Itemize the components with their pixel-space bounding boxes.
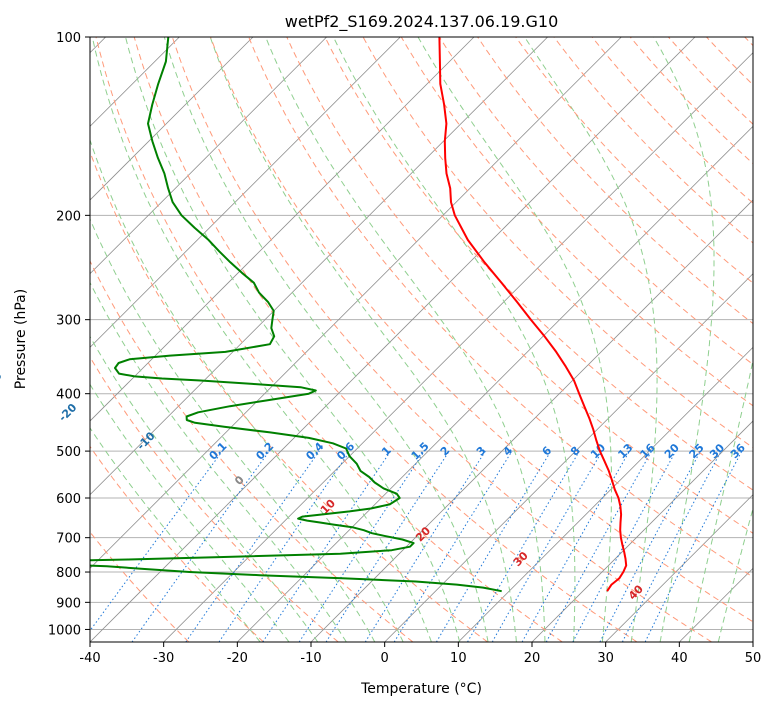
moist-adiabat-line <box>332 37 576 642</box>
moist-adiabat-line <box>717 506 753 642</box>
x-tick-label: -40 <box>79 651 100 666</box>
moist-adiabat-line <box>90 383 290 642</box>
y-tick-label: 100 <box>56 31 81 46</box>
isotherm-line <box>90 37 696 642</box>
moist-adiabat-line <box>653 37 715 642</box>
y-tick-label: 900 <box>56 596 81 611</box>
moist-adiabat-line <box>90 138 404 642</box>
y-tick-label: 800 <box>56 566 81 581</box>
y-tick-label: 300 <box>56 314 81 329</box>
mixing-ratio-line <box>644 450 743 642</box>
isotherm-line <box>90 37 327 275</box>
x-tick-label: -30 <box>153 651 174 666</box>
mixing-ratio-line <box>521 450 630 642</box>
mixing-ratio-line <box>185 450 320 642</box>
dry-adiabat-line <box>90 356 339 642</box>
moist-adiabat-line <box>265 37 546 642</box>
dry-adiabat-line <box>286 37 753 534</box>
mixing-ratio-line <box>545 450 653 642</box>
moist-adiabat-line <box>209 37 517 642</box>
mixing-ratio-line <box>218 450 351 642</box>
x-tick-label: -10 <box>300 651 321 666</box>
moist-adiabat-line <box>90 281 347 642</box>
y-tick-label: 700 <box>56 532 81 547</box>
moist-adiabat-line <box>688 358 753 642</box>
isotherm-line <box>531 420 753 642</box>
isotherm-line <box>237 125 753 642</box>
y-tick-label: 400 <box>56 388 81 403</box>
dry-adiabat-line <box>324 37 753 491</box>
dry-adiabat-line <box>95 37 563 642</box>
moist-adiabat-line <box>524 37 658 642</box>
mixing-ratio-line <box>262 450 392 642</box>
y-axis-label: Pressure (hPa) <box>13 289 29 389</box>
x-tick-label: 10 <box>450 651 467 666</box>
dry-adiabats <box>90 37 753 642</box>
x-tick-label: 20 <box>524 651 541 666</box>
mixing-ratio-line <box>393 450 513 642</box>
mixing-ratio-line <box>298 450 425 642</box>
isotherm-line <box>384 273 753 642</box>
x-tick-label: 40 <box>671 651 688 666</box>
mixing-ratio-line <box>325 450 450 642</box>
x-axis-label: Temperature (°C) <box>360 681 482 697</box>
x-tick-label: 50 <box>745 651 762 666</box>
mixing-ratio-line <box>90 450 223 632</box>
isotherm-line <box>90 37 401 348</box>
isotherm-line <box>458 346 753 642</box>
moist-adiabat-line <box>90 335 319 642</box>
y-tick-label: 200 <box>56 209 81 224</box>
mixing-ratio-line <box>131 450 270 642</box>
dry-adiabat-line <box>515 37 753 284</box>
y-tick-label: 600 <box>56 492 81 507</box>
isotherm-line <box>90 37 548 496</box>
y-tick-label: 1000 <box>48 623 81 638</box>
mixing-ratio-line <box>572 450 677 642</box>
dry-adiabat-line <box>133 37 638 642</box>
dry-adiabat-line <box>210 37 753 623</box>
isotherm-line <box>90 37 475 422</box>
y-tick-label: 500 <box>56 445 81 460</box>
isotherm-line <box>90 37 622 569</box>
dry-adiabat-line <box>248 37 753 578</box>
plot-frame <box>89 36 754 643</box>
profiles <box>90 37 628 593</box>
moist-adiabat-line <box>90 427 261 642</box>
dry-adiabat-line <box>90 445 264 642</box>
y-axis: 100 200 300 400 500 600 700 800 900 1000 <box>48 31 90 638</box>
chart-title: wetPf2_S169.2024.137.06.19.G10 <box>285 12 559 32</box>
x-tick-label: -20 <box>227 651 248 666</box>
dewpoint-line <box>90 37 502 593</box>
x-tick-label: 0 <box>381 651 389 666</box>
moist-adiabat-line <box>417 37 612 642</box>
grid <box>90 37 753 642</box>
x-tick-label: 30 <box>597 651 614 666</box>
moist-adiabat-line <box>125 37 461 642</box>
isotherm-line <box>163 52 753 642</box>
temperature-line <box>438 37 628 592</box>
isotherm-line <box>605 494 753 642</box>
mixing-ratio-lines <box>90 450 743 642</box>
moist-adiabat-line <box>90 217 376 642</box>
x-axis: -40 -30 -20 -10 0 10 20 30 40 50 <box>79 642 761 666</box>
dry-adiabat-line <box>90 259 414 642</box>
moist-adiabat-line <box>91 37 432 642</box>
moist-adiabats <box>90 37 753 642</box>
dry-adiabat-line <box>171 37 712 642</box>
